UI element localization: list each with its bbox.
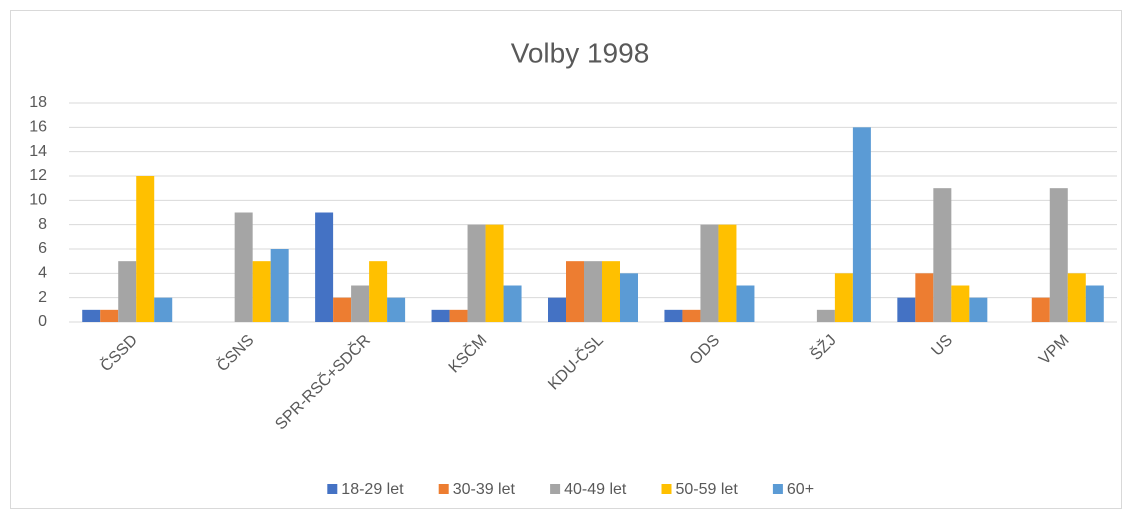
bar bbox=[387, 297, 406, 322]
legend-label: 18-29 let bbox=[341, 481, 404, 498]
bar bbox=[270, 249, 289, 322]
legend-swatch bbox=[438, 484, 449, 494]
y-tick-label: 14 bbox=[29, 143, 47, 160]
bar bbox=[118, 261, 137, 322]
bar bbox=[100, 309, 119, 322]
bar bbox=[816, 309, 835, 322]
y-tick-label: 0 bbox=[38, 313, 47, 330]
bar bbox=[584, 261, 602, 322]
bar bbox=[369, 261, 388, 322]
y-tick-label: 10 bbox=[29, 192, 47, 209]
legend-label: 50-59 let bbox=[676, 481, 739, 498]
bar bbox=[485, 224, 504, 322]
y-tick-label: 12 bbox=[29, 167, 47, 184]
bar bbox=[548, 297, 566, 322]
bar bbox=[351, 285, 370, 322]
bar bbox=[566, 261, 584, 322]
legend-label: 40-49 let bbox=[564, 481, 627, 498]
legend-label: 60+ bbox=[787, 481, 814, 498]
y-tick-label: 16 bbox=[29, 119, 47, 136]
y-tick-label: 6 bbox=[38, 240, 47, 257]
bar bbox=[82, 309, 101, 322]
bar bbox=[1085, 285, 1104, 322]
bar bbox=[136, 176, 155, 322]
legend-swatch bbox=[550, 484, 561, 494]
bar bbox=[951, 285, 970, 322]
bar bbox=[852, 127, 871, 322]
y-tick-label: 8 bbox=[38, 216, 47, 233]
bar bbox=[736, 285, 755, 322]
legend-label: 30-39 let bbox=[453, 481, 516, 498]
bar bbox=[315, 212, 334, 322]
bar bbox=[234, 212, 253, 322]
legend-swatch bbox=[327, 484, 338, 494]
y-tick-label: 18 bbox=[29, 94, 47, 111]
bar bbox=[718, 224, 737, 322]
bar bbox=[602, 261, 620, 322]
bar bbox=[431, 309, 450, 322]
chart-border bbox=[10, 10, 1122, 509]
bar bbox=[969, 297, 988, 322]
bar bbox=[834, 273, 853, 322]
legend-swatch bbox=[772, 484, 783, 494]
y-tick-label: 4 bbox=[38, 265, 47, 282]
bar bbox=[333, 297, 352, 322]
bar bbox=[915, 273, 934, 322]
bar bbox=[154, 297, 173, 322]
bar bbox=[252, 261, 271, 322]
bar bbox=[664, 309, 683, 322]
y-tick-label: 2 bbox=[38, 289, 47, 306]
bar bbox=[700, 224, 719, 322]
bar bbox=[897, 297, 916, 322]
bar bbox=[503, 285, 522, 322]
bar bbox=[467, 224, 486, 322]
bar bbox=[1067, 273, 1086, 322]
bar bbox=[682, 309, 701, 322]
bar bbox=[933, 188, 952, 322]
chart-title: Volby 1998 bbox=[511, 37, 650, 68]
bar bbox=[449, 309, 468, 322]
legend-swatch bbox=[661, 484, 672, 494]
bar bbox=[1049, 188, 1068, 322]
bar bbox=[620, 273, 638, 322]
bar bbox=[1031, 297, 1050, 322]
